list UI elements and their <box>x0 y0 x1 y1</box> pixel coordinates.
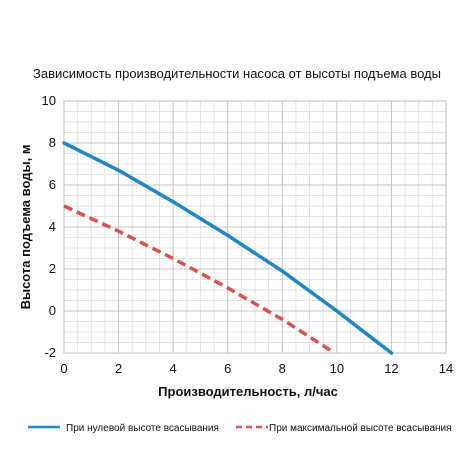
legend-label: При нулевой высоте всасывания <box>66 423 219 434</box>
y-tick-label: 2 <box>49 261 56 276</box>
x-tick-label: 4 <box>170 361 177 376</box>
x-tick-label: 8 <box>279 361 286 376</box>
y-tick-label: 10 <box>42 93 56 108</box>
series-lines <box>62 141 394 355</box>
x-tick-label: 12 <box>384 361 398 376</box>
series-line-zero-suction <box>62 141 394 355</box>
plot-frame <box>63 100 447 354</box>
y-tick-label: 0 <box>49 303 56 318</box>
chart-title: Зависимость производительности насоса от… <box>33 66 441 81</box>
y-tick-label: 4 <box>49 219 56 234</box>
y-tick-label: -2 <box>44 345 56 360</box>
x-tick-label: 6 <box>224 361 231 376</box>
x-tick-label: 10 <box>330 361 344 376</box>
y-tick-label: 8 <box>49 135 56 150</box>
x-tick-label: 14 <box>439 361 453 376</box>
legend-label: При максимальной высоте всасывания <box>269 423 452 434</box>
legend: При нулевой высоте всасывания При максима… <box>28 423 452 434</box>
series-line-max-suction <box>63 204 333 353</box>
x-axis-ticks: 0 2 4 6 8 10 12 14 <box>60 361 453 376</box>
y-axis-ticks: -2 0 2 4 6 8 10 <box>42 93 56 360</box>
y-axis-label: Высота подъема воды, м <box>18 145 33 310</box>
x-tick-label: 2 <box>115 361 122 376</box>
y-tick-label: 6 <box>49 177 56 192</box>
x-axis-label: Производительность, л/час <box>158 384 338 399</box>
x-tick-label: 0 <box>60 361 67 376</box>
